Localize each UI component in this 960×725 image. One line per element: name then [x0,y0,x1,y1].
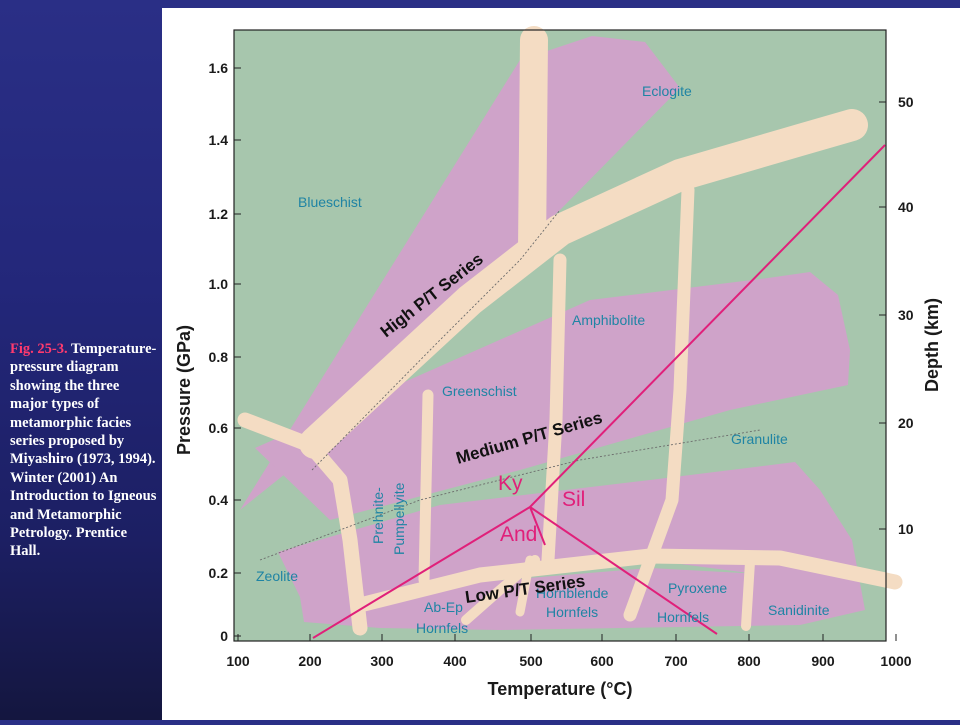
facies-label-prehnite: Prehnite- [370,487,386,544]
facies-labels: Eclogite Blueschist Amphibolite Greensch… [256,83,830,636]
facies-label-granulite: Granulite [731,431,788,447]
x-tick-label: 200 [298,653,322,669]
x-tick-label: 800 [737,653,761,669]
y-tick-label: 0.8 [209,349,229,365]
y-tick-label: 1.4 [209,132,229,148]
y-tick-label: 1.2 [209,206,229,222]
y-tick-label: 0.6 [209,420,229,436]
x-tick-label: 600 [590,653,614,669]
x-tick-label: 100 [226,653,250,669]
and-sil-boundary [529,506,718,635]
depth-tick-label: 20 [898,415,914,431]
facies-label-hornblende: Hornblende [536,585,609,601]
depth-tick-label: 40 [898,199,914,215]
facies-boundaries [237,26,903,636]
x-tick-label: 700 [664,653,688,669]
x-tick-marks [237,634,897,641]
x-axis-title: Temperature (°C) [488,679,633,699]
y-tick-label: 0.2 [209,565,229,581]
y-tick-labels: 0 0.2 0.4 0.6 0.8 1.0 1.2 1.4 1.6 [209,60,229,644]
polymorph-label-and: And [500,523,537,546]
facies-label-pumpellyite: Pumpellyite [391,482,407,555]
y-tick-marks [234,67,241,637]
facies-label-eclogite: Eclogite [642,83,692,99]
y-tick-label: 1.6 [209,60,229,76]
plot-frame [233,29,887,642]
depth-axis-title: Depth (km) [922,298,942,392]
polymorph-label-ky: Ky [498,472,523,495]
depth-tick-label: 50 [898,94,914,110]
polymorph-label-sil: Sil [562,488,585,511]
facies-label-ab-ep: Ab-Ep [424,599,463,615]
depth-tick-label: 30 [898,307,914,323]
series-centerlines [259,209,761,561]
depth-tick-marks [879,101,886,530]
facies-label-greenschist: Greenschist [442,383,517,399]
depth-tick-labels: 10 20 30 40 50 [898,94,914,537]
x-tick-label: 500 [519,653,543,669]
y-tick-label: 1.0 [209,276,229,292]
caption-text: Temperature-pressure diagram showing the… [10,341,157,560]
x-tick-label: 900 [811,653,835,669]
facies-label-hornfels: Hornfels [416,620,468,636]
aluminosilicate-lines [312,144,886,639]
x-tick-label: 300 [370,653,394,669]
pt-diagram-panel: 100 200 300 400 500 600 700 800 900 1000… [162,8,960,720]
y-axis-title: Pressure (GPa) [174,325,194,455]
caption-figure-ref: Fig. 25-3. [10,341,68,357]
polymorph-labels: Ky Sil And [498,472,585,546]
facies-label-hornfels: Hornfels [657,609,709,625]
figure-caption: Fig. 25-3. Temperature-pressure diagram … [10,340,158,561]
pt-diagram: 100 200 300 400 500 600 700 800 900 1000… [174,26,942,699]
ky-sil-boundary [529,506,546,546]
facies-label-amphibolite: Amphibolite [572,312,645,328]
y-tick-label: 0.4 [209,492,229,508]
x-tick-label: 400 [443,653,467,669]
depth-tick-label: 10 [898,521,914,537]
facies-label-hornfels: Hornfels [546,604,598,620]
facies-label-zeolite: Zeolite [256,568,298,584]
facies-label-pyroxene: Pyroxene [668,580,727,596]
y-tick-label: 0 [220,628,228,644]
facies-label-sanidinite: Sanidinite [768,602,830,618]
x-tick-label: 1000 [880,653,911,669]
facies-label-blueschist: Blueschist [298,194,362,210]
x-tick-labels: 100 200 300 400 500 600 700 800 900 1000 [226,653,911,669]
